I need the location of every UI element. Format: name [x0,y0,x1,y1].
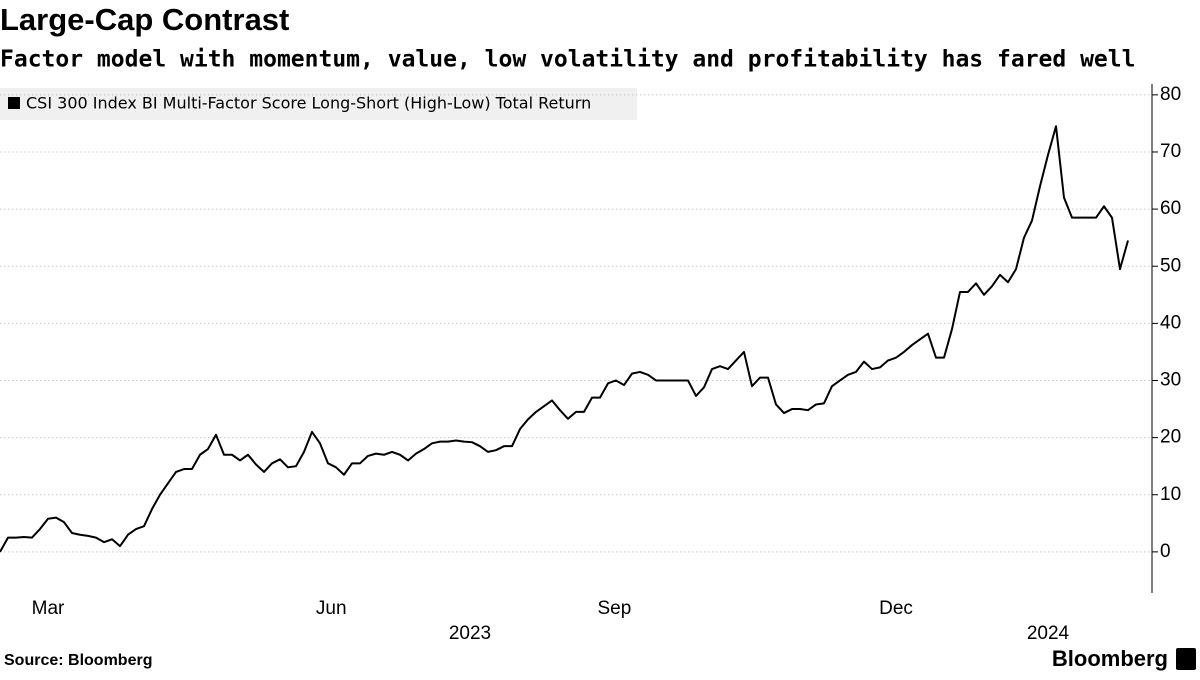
chart-subtitle: Factor model with momentum, value, low v… [0,47,1135,73]
source: Source: Bloomberg [4,652,152,669]
legend-swatch [8,97,20,109]
chart-title: Large-Cap Contrast [0,2,289,37]
legend-label: CSI 300 Index BI Multi-Factor Score Long… [26,94,591,113]
data-line [0,125,1129,553]
x-tick-label: Jun [316,598,347,619]
y-tick-label: 70 [1160,141,1181,162]
x-year-label: 2023 [449,623,491,644]
y-tick-label: 50 [1160,255,1181,276]
x-tick-label: Mar [32,598,65,619]
x-tick-label: Sep [597,598,631,619]
y-tick-label: 20 [1160,427,1181,448]
y-tick-label: 40 [1160,312,1181,333]
brand: Bloomberg [1052,646,1168,671]
brand-icon [1176,648,1196,670]
legend-box [0,88,637,120]
y-tick-label: 30 [1160,370,1181,391]
y-tick-label: 80 [1160,84,1181,105]
x-year-label: 2024 [1027,623,1070,644]
y-tick-label: 0 [1160,541,1171,562]
y-tick-label: 60 [1160,198,1181,219]
x-tick-label: Dec [879,598,913,619]
y-tick-label: 10 [1160,484,1181,505]
